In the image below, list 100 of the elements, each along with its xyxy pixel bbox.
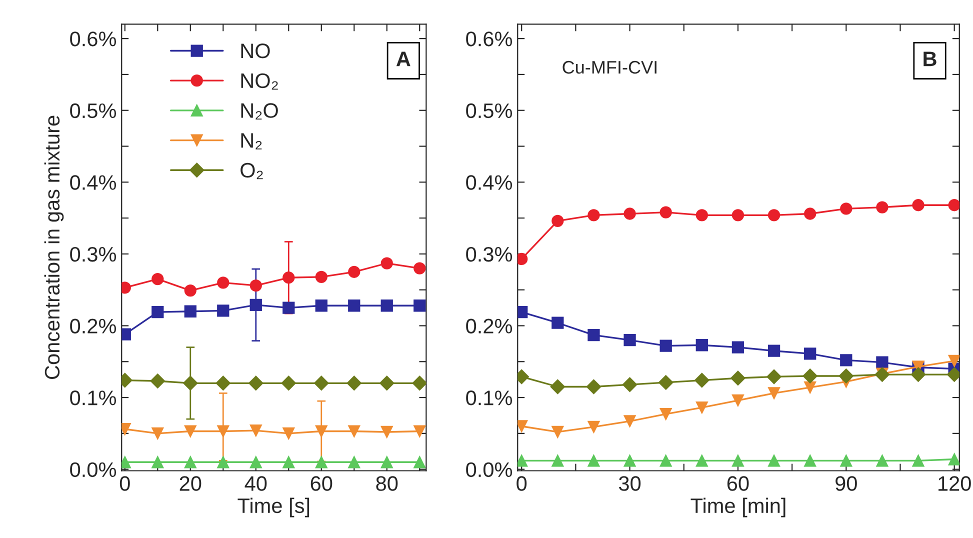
point [250,279,262,292]
point [660,454,672,467]
point [152,427,164,440]
point [380,300,393,312]
point [624,334,636,346]
point [696,454,708,467]
point [588,420,600,434]
point [348,425,360,438]
point [152,272,164,286]
point [150,374,166,388]
y-tick-label: 0.1% [70,390,116,406]
point [732,394,744,406]
point [876,454,888,467]
x-tick-label: 90 [836,476,857,491]
point [586,379,602,394]
point [184,425,196,438]
point [840,354,852,366]
point [910,367,926,382]
y-tick-label: 0.3% [466,246,512,262]
point [840,202,852,215]
point [282,302,295,314]
point [414,425,426,438]
point [588,328,600,342]
point [380,257,393,270]
legend-label: N₂ [241,133,262,150]
point [660,408,672,420]
annotation: B [924,52,936,66]
point [912,454,924,467]
y-tick-label: 0.5% [466,103,512,118]
point [183,376,198,391]
point [217,425,230,438]
point [876,201,888,214]
y-tick-label: 0.2% [466,318,512,334]
point [552,454,564,467]
point [838,368,854,384]
point [948,199,960,212]
point [250,456,262,468]
point [184,456,196,468]
point [804,454,816,467]
point [217,456,230,468]
point [282,427,295,440]
x-tick-label: 0 [120,476,130,491]
x-tick-label: 40 [244,476,267,491]
legend-label: NO [241,44,270,58]
point [414,300,426,312]
point [184,284,196,297]
annotation: Cu-MFI-CVI [562,60,656,74]
point [314,376,329,391]
point [588,454,600,467]
point [216,376,231,391]
point [412,376,426,391]
y-tick-label: 0.0% [466,462,512,478]
point [696,402,708,414]
point [840,454,852,467]
point [696,339,708,352]
point [768,454,780,467]
point [658,375,674,390]
point [624,415,636,428]
point [550,379,566,394]
point [766,369,782,384]
point [552,214,564,227]
point [948,354,960,367]
point [588,209,600,222]
point [660,340,672,352]
y-tick-label: 0.6% [70,32,116,46]
point [732,209,744,222]
x-tick-label: 30 [618,476,641,491]
point [380,456,393,468]
y-tick-label: 0.3% [70,246,116,262]
point [379,376,394,391]
point [912,199,924,212]
point [315,270,328,283]
y-tick-label: 0.5% [70,103,116,118]
point [696,209,708,222]
annotation: A [396,52,410,66]
y-tick-label: 0.4% [70,175,116,190]
point [184,305,196,318]
point [624,454,636,467]
point [248,376,264,391]
y-tick-label: 0.1% [466,390,512,406]
y-tick-label: 0.6% [466,32,512,46]
x-tick-label: 80 [376,476,398,491]
point [315,456,328,468]
y-tick-label: 0.4% [466,175,512,190]
legend-label: NO₂ [241,73,278,90]
point [250,298,262,311]
point [380,426,393,438]
point [732,341,744,354]
legend-label: O₂ [240,162,263,180]
point [282,456,295,468]
point [152,306,164,318]
point [282,272,295,284]
y-tick-label: 0.2% [70,318,116,334]
point [768,387,780,400]
point [948,453,960,466]
point [281,376,296,391]
y-axis-title: Concentration in gas mixture [44,116,64,379]
point [348,266,360,278]
point [732,454,744,467]
point [804,208,816,220]
